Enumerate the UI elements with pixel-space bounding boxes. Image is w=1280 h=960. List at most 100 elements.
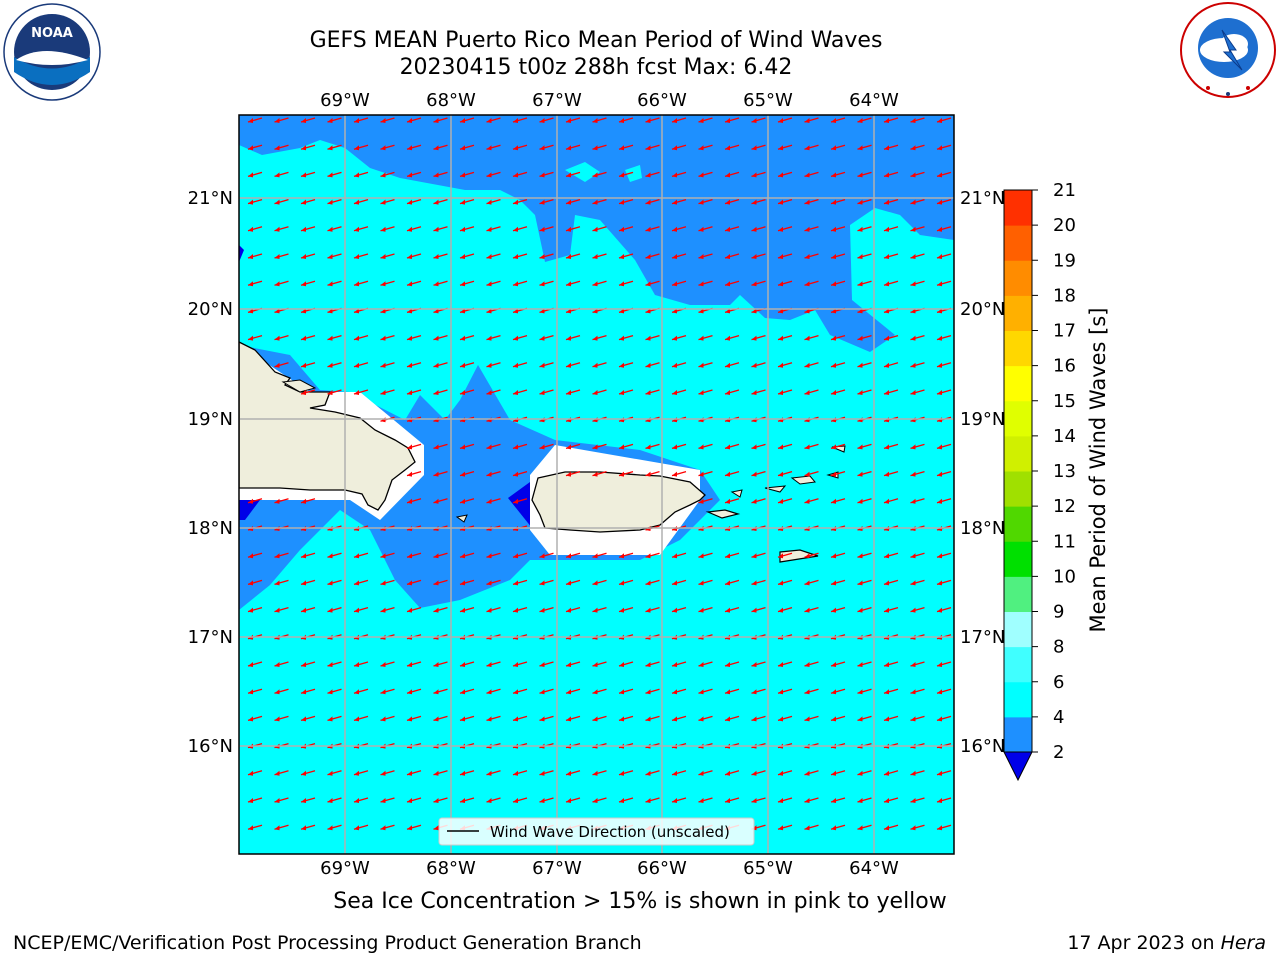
wave-direction-arrowhead [937, 825, 942, 831]
wave-direction-arrowhead [804, 390, 810, 395]
wave-direction-arrowhead [645, 553, 651, 559]
wave-direction-arrowhead [460, 226, 465, 232]
lat-label: 18°N [960, 518, 1005, 539]
wave-direction-arrowhead [566, 607, 571, 613]
colorbar-tick-label: 9 [1053, 602, 1064, 623]
wave-direction-arrowhead [884, 362, 889, 368]
wave-direction-arrowhead [274, 145, 280, 151]
wave-direction-arrowhead [301, 607, 306, 613]
wave-direction-arrowhead [327, 226, 333, 232]
wave-direction-arrowhead [407, 498, 412, 504]
wave-direction-arrowhead [248, 199, 253, 205]
wave-direction-arrowhead [248, 254, 253, 259]
wave-direction-arrowhead [884, 335, 889, 341]
wave-direction-arrowhead [804, 172, 810, 178]
wave-direction-arrowhead [725, 770, 730, 776]
wave-direction-arrowhead [513, 607, 518, 613]
wave-direction-arrowhead [433, 145, 439, 151]
wave-direction-arrowhead [804, 335, 810, 341]
lat-label: 16°N [188, 736, 233, 757]
lon-labels-bottom: 69°W 68°W 67°W 66°W 65°W 64°W [320, 858, 899, 879]
wave-direction-arrowhead [433, 362, 439, 368]
wave-direction-arrowhead [857, 770, 863, 776]
wave-direction-arrowhead [407, 390, 412, 395]
colorbar-tick-label: 8 [1053, 637, 1064, 658]
wave-direction-arrowhead [380, 226, 386, 232]
lon-label: 66°W [637, 90, 687, 111]
wave-direction-arrowhead [672, 172, 677, 178]
wave-direction-arrowhead [857, 798, 863, 803]
wave-direction-arrowhead [301, 716, 306, 722]
wave-direction-arrowhead [539, 172, 545, 178]
wave-direction-arrowhead [433, 281, 439, 287]
wave-direction-arrowhead [857, 607, 863, 613]
wave-direction-arrowhead [831, 798, 836, 803]
wave-direction-arrowhead [725, 798, 730, 803]
wave-direction-arrowhead [433, 118, 439, 123]
wave-direction-arrowhead [698, 580, 704, 586]
colorbar-tick-label: 12 [1053, 496, 1076, 517]
colorbar-tick-label: 10 [1053, 566, 1076, 587]
colorbar-tick-label: 11 [1053, 531, 1076, 552]
wave-direction-arrowhead [354, 798, 359, 803]
wave-direction-arrowhead [698, 281, 704, 287]
wave-direction-arrowhead [248, 662, 253, 667]
wave-direction-arrowhead [884, 798, 889, 803]
wave-direction-arrowhead [380, 145, 386, 151]
wave-direction-arrowhead [619, 553, 624, 559]
wave-direction-arrowhead [327, 390, 333, 395]
wave-direction-arrowhead [274, 172, 280, 178]
wave-direction-arrowhead [645, 118, 651, 123]
wave-direction-arrowhead [698, 662, 704, 667]
wave-direction-arrowhead [539, 553, 545, 559]
wave-direction-arrowhead [380, 662, 386, 667]
wave-direction-arrowhead [566, 770, 571, 776]
wave-direction-arrowhead [619, 172, 624, 178]
wave-direction-arrowhead [407, 471, 412, 477]
wave-direction-arrowhead [327, 145, 333, 151]
wave-direction-arrowhead [301, 362, 306, 368]
wave-direction-arrowhead [725, 226, 730, 232]
wave-direction-arrowhead [831, 254, 836, 259]
wave-direction-arrowhead [486, 498, 492, 504]
wave-direction-arrowhead [460, 362, 465, 368]
wave-direction-arrowhead [884, 118, 889, 123]
footer-date-text: 17 Apr 2023 on [1067, 932, 1215, 954]
wave-direction-arrowhead [380, 689, 386, 695]
wave-direction-arrowhead [433, 199, 439, 205]
wave-direction-arrowhead [672, 444, 677, 450]
wave-direction-arrowhead [513, 226, 518, 232]
wave-direction-arrowhead [566, 390, 571, 395]
wave-direction-arrowhead [884, 825, 889, 831]
wave-direction-arrowhead [831, 471, 836, 477]
wave-direction-arrowhead [619, 798, 624, 803]
wave-direction-arrowhead [301, 335, 306, 341]
wave-direction-arrowhead [380, 172, 386, 178]
wave-direction-arrowhead [248, 172, 253, 178]
wave-direction-arrowhead [380, 770, 386, 776]
lat-label: 20°N [960, 299, 1005, 320]
wave-direction-arrowhead [619, 770, 624, 776]
wave-direction-arrowhead [751, 716, 757, 722]
wave-direction-arrowhead [751, 281, 757, 287]
wave-direction-arrowhead [884, 607, 889, 613]
hispaniola-land [239, 341, 416, 511]
wave-direction-arrowhead [539, 770, 545, 776]
wave-direction-arrowhead [857, 553, 863, 559]
wave-direction-arrowhead [460, 118, 465, 123]
wave-direction-arrowhead [592, 553, 598, 559]
wave-direction-arrowhead [884, 580, 889, 586]
wave-direction-arrowhead [884, 145, 889, 151]
wave-direction-arrowhead [725, 254, 730, 259]
wave-direction-arrowhead [751, 226, 757, 232]
wave-direction-arrowhead [884, 444, 889, 450]
wave-direction-arrowhead [327, 607, 333, 613]
wave-direction-arrowhead [698, 145, 704, 151]
colorbar-segment [1004, 576, 1032, 612]
wave-direction-arrowhead [592, 172, 598, 178]
wave-direction-arrowhead [831, 825, 836, 831]
wave-direction-arrowhead [778, 172, 783, 178]
wave-direction-arrowhead [937, 471, 942, 477]
wave-direction-arrowhead [354, 226, 359, 232]
wave-direction-arrowhead [433, 689, 439, 695]
